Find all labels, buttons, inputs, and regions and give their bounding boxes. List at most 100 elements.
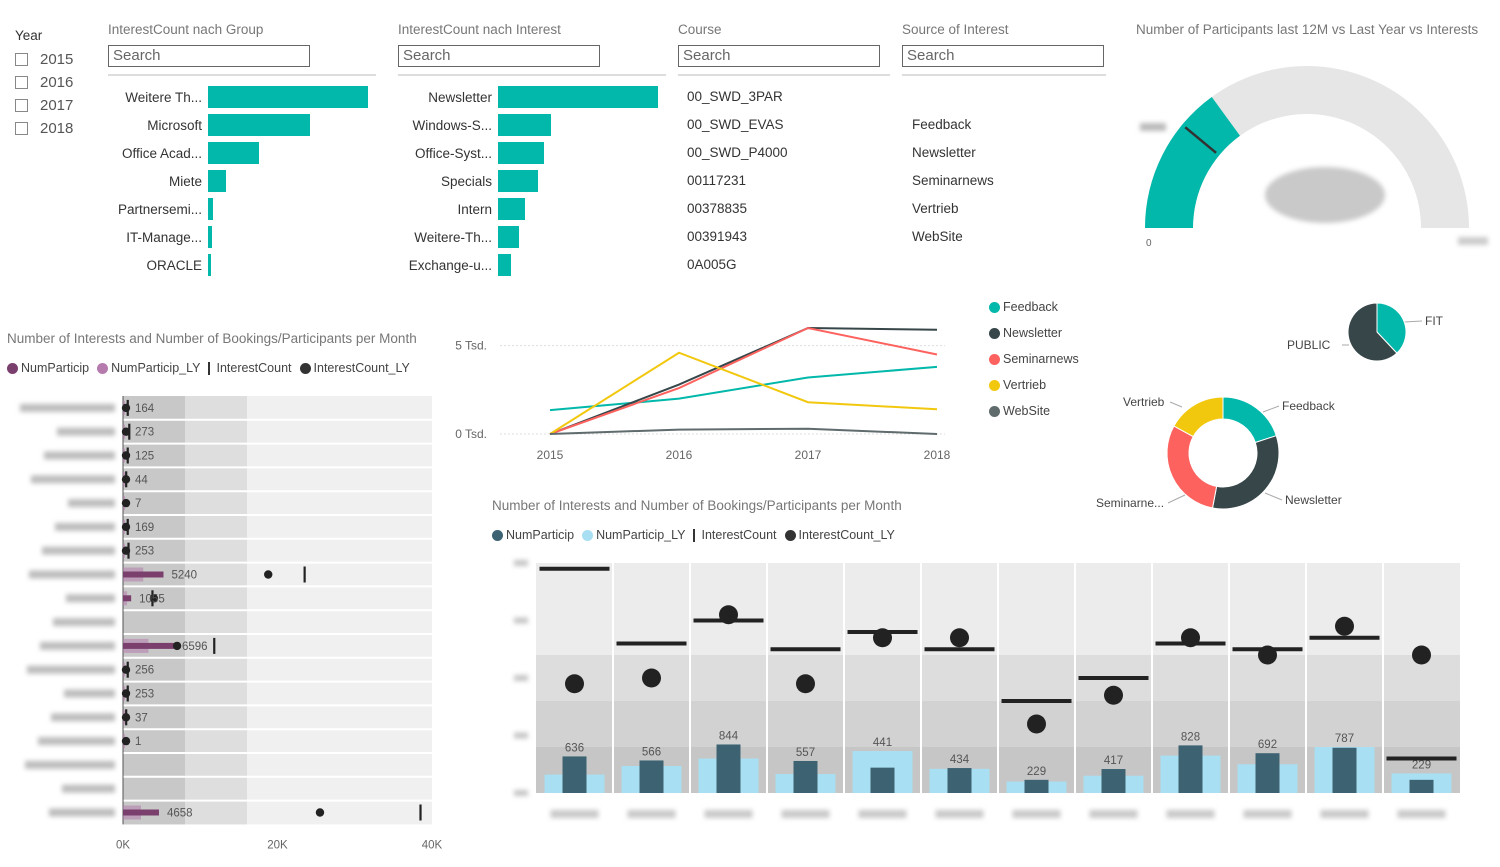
series-line-vertrieb [549, 351, 938, 435]
marker-interestcount-ly [172, 641, 182, 651]
group-slicer-row[interactable]: ORACLE [108, 254, 376, 278]
group-slicer-row[interactable]: Office Acad... [108, 142, 376, 166]
group-slicer-row[interactable]: Weitere Th... [108, 86, 376, 110]
source-item[interactable]: Newsletter [912, 145, 976, 160]
course-item[interactable]: 00_SWD_3PAR [687, 89, 783, 104]
course-item[interactable]: 0A005G [687, 257, 737, 272]
marker-interestcount-ly [264, 570, 273, 579]
slicer-course-search[interactable]: Search [678, 45, 880, 67]
series-line-website [549, 427, 938, 435]
blurred-y-tick [514, 617, 528, 624]
interest-slicer-label: Exchange-u... [408, 258, 492, 273]
year-option-2018[interactable]: 2018 [15, 120, 73, 137]
interest-slicer-row[interactable]: Office-Syst... [398, 142, 666, 166]
interest-slicer-row[interactable]: Newsletter [398, 86, 666, 110]
group-slicer-row[interactable]: Partnersemi... [108, 198, 376, 222]
interest-slicer-label: Intern [457, 202, 492, 217]
course-item[interactable]: 00_SWD_P4000 [687, 145, 788, 160]
interest-slicer-bar [498, 170, 538, 192]
combo-chart: 636 566 844 557 441 434 229 417 828 692 787 229 [514, 560, 1460, 818]
x-tick-label: 0K [116, 839, 130, 851]
blurred-category-label [38, 737, 115, 746]
legend-dot [492, 529, 503, 541]
marker-interestcount-ly [873, 628, 892, 648]
group-slicer-row[interactable]: IT-Manage... [108, 226, 376, 250]
slicer-course-list: 00_SWD_3PAR 00_SWD_EVAS 00_SWD_P4000 001… [687, 89, 788, 285]
course-item[interactable]: 00378835 [687, 201, 748, 216]
checkbox[interactable] [15, 122, 28, 135]
bar-numparticip [1255, 753, 1280, 793]
group-slicer-row[interactable]: Microsoft [108, 114, 376, 138]
donut-label-vertrieb: Vertrieb [1123, 395, 1165, 409]
slicer-source-list: Feedback Newsletter Seminarnews Vertrieb… [912, 89, 994, 257]
source-item[interactable]: WebSite [912, 229, 963, 244]
legend-dot [989, 379, 1000, 391]
interest-slicer-row[interactable]: Windows-S... [398, 114, 666, 138]
x-tick-label: 2015 [537, 448, 564, 462]
data-label: 1055 [139, 593, 165, 605]
marker-interestcount [1386, 756, 1457, 761]
year-option-2017[interactable]: 2017 [15, 97, 73, 114]
donut-slice [1166, 425, 1218, 509]
blurred-category-label [68, 499, 115, 508]
data-label: 4658 [167, 808, 193, 820]
interest-slicer-row[interactable]: Weitere-Th... [398, 226, 666, 250]
marker-interestcount [1001, 699, 1072, 703]
checkbox[interactable] [15, 53, 28, 66]
blurred-x-tick [935, 810, 984, 818]
bar-numparticip [123, 809, 159, 816]
series-line-seminarnews [549, 326, 938, 435]
slicer-source-search[interactable]: Search [902, 45, 1104, 67]
data-label: 5240 [171, 570, 197, 582]
source-item[interactable]: Vertrieb [912, 201, 959, 216]
interest-slicer-row[interactable]: Specials [398, 170, 666, 194]
marker-interestcount [924, 647, 995, 652]
course-item[interactable]: 00117231 [687, 173, 747, 188]
data-label: 253 [135, 546, 154, 558]
source-item[interactable]: Seminarnews [912, 173, 994, 188]
bar-numparticip [123, 571, 164, 578]
checkbox[interactable] [15, 76, 28, 89]
legend-dot [299, 362, 311, 374]
slicer-source-title: Source of Interest [902, 22, 1009, 37]
slicer-interest-search[interactable]: Search [398, 45, 600, 67]
legend-dot [989, 301, 1000, 313]
group-slicer-row[interactable]: Miete [108, 170, 376, 194]
blurred-category-label [66, 594, 115, 603]
interest-slicer-label: Weitere-Th... [414, 230, 492, 245]
blurred-y-tick [514, 790, 528, 796]
y-tick-label: 0 Tsd. [455, 427, 487, 441]
data-label: 1 [135, 736, 141, 748]
marker-interestcount-ly [121, 427, 131, 436]
blurred-category-label [57, 427, 115, 436]
data-label: 273 [135, 427, 154, 439]
bar-numparticip [1332, 747, 1357, 793]
checkbox[interactable] [15, 99, 28, 112]
course-item[interactable]: 00_SWD_EVAS [687, 117, 784, 132]
marker-interestcount [126, 518, 129, 535]
series-line-newsletter [549, 326, 938, 435]
donut-slice [1222, 396, 1277, 444]
source-item[interactable] [912, 89, 994, 117]
x-tick-label: 40K [422, 839, 443, 851]
year-option-2015[interactable]: 2015 [15, 51, 73, 68]
year-option-2016[interactable]: 2016 [15, 74, 73, 91]
source-item[interactable]: Feedback [912, 117, 972, 132]
interest-slicer-row[interactable]: Exchange-u... [398, 254, 666, 278]
marker-interestcount [213, 637, 216, 654]
course-item[interactable]: 00391943 [687, 229, 748, 244]
legend-item: InterestCount_LY [299, 361, 410, 375]
x-tick-label: 2017 [795, 448, 822, 462]
series-line-feedback [549, 365, 938, 412]
legend-dot [97, 362, 109, 374]
legend-item: InterestCount [208, 361, 292, 375]
gauge-blurred-value [1265, 167, 1385, 223]
marker-interestcount-ly [121, 522, 131, 532]
group-slicer-bar [208, 170, 226, 192]
data-label: 557 [796, 747, 815, 759]
blurred-x-tick [704, 810, 753, 818]
interest-slicer-row[interactable]: Intern [398, 198, 666, 222]
slicer-group-search[interactable]: Search [108, 45, 310, 67]
slicer-group-title: InterestCount nach Group [108, 22, 264, 37]
marker-interestcount [539, 566, 610, 571]
